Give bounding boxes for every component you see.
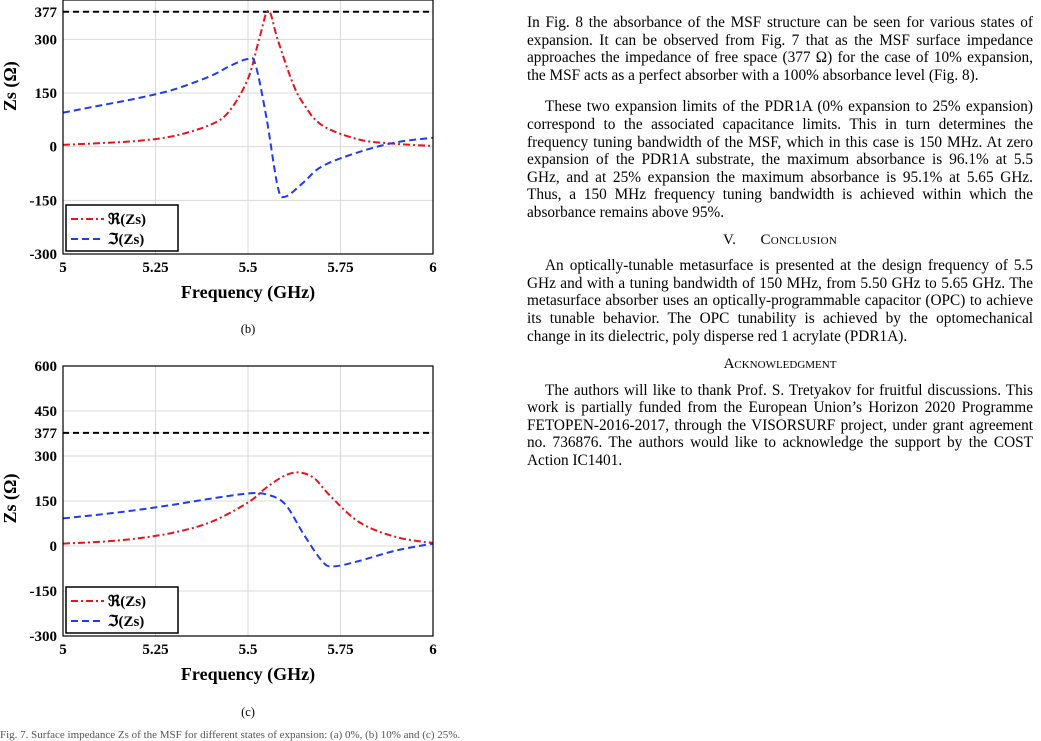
series-line-real	[63, 471, 433, 545]
x-tick-label: 5.5	[239, 642, 258, 658]
series-line-imag	[63, 492, 433, 568]
figure-caption: Fig. 7. Surface impedance Zs of the MSF …	[0, 729, 461, 741]
x-tick-label: 5	[59, 260, 67, 276]
y-tick-label: -150	[30, 584, 58, 600]
section-title: Conclusion	[760, 231, 838, 248]
x-tick-label: 5.25	[142, 260, 168, 276]
section-number: V.	[722, 231, 737, 248]
legend-label: ℑ(Zs)	[107, 232, 144, 248]
x-tick-label: 6	[429, 260, 437, 276]
x-tick-label: 5	[59, 642, 67, 658]
y-tick-label: 150	[35, 494, 58, 510]
y-tick-label: -150	[30, 193, 58, 209]
legend-box	[65, 204, 179, 252]
x-axis-label: Frequency (GHz)	[181, 664, 315, 685]
series-line-real	[63, 9, 433, 147]
series-group	[63, 471, 433, 568]
legend-label: ℜ(Zs)	[108, 594, 146, 610]
x-tick-label: 5.75	[327, 642, 353, 658]
legend: ℜ(Zs) ℑ(Zs)	[65, 204, 179, 252]
series-line-imag	[63, 56, 433, 199]
y-tick-label: 300	[35, 32, 58, 48]
legend-label: ℑ(Zs)	[107, 614, 144, 630]
x-tick-label: 5.5	[239, 260, 258, 276]
x-tick-label: 6	[429, 642, 437, 658]
panel-caption-b: (b)	[240, 322, 256, 336]
paragraph-absorbance: In Fig. 8 the absorbance of the MSF stru…	[527, 14, 1033, 84]
series-group	[63, 9, 433, 199]
legend: ℜ(Zs) ℑ(Zs)	[65, 586, 179, 634]
acknowledgment-heading: Acknowledgment	[723, 356, 837, 373]
plot-frame	[62, 0, 434, 255]
text-column: In Fig. 8 the absorbance of the MSF stru…	[527, 14, 1033, 470]
paragraph-expansion-limits: These two expansion limits of the PDR1A …	[527, 98, 1033, 221]
figure-column: 377 300 150 0 -150 -300 5 5.25 5.5 5.75 6 Frequency…	[0, 0, 470, 741]
y-tick-label: -300	[30, 247, 58, 263]
y-tick-label: 0	[50, 539, 58, 555]
y-axis-label: Zs (Ω)	[0, 474, 21, 524]
y-tick-label: 450	[35, 404, 58, 420]
x-tick-label: 5.75	[327, 260, 353, 276]
y-tick-label: -300	[30, 629, 58, 645]
x-tick-label: 5.25	[142, 642, 168, 658]
x-axis-label: Frequency (GHz)	[181, 282, 315, 303]
y-tick-label: 600	[35, 359, 58, 375]
panel-caption-c: (c)	[241, 705, 255, 719]
paragraph-acknowledgment: The authors will like to thank Prof. S. …	[527, 381, 1033, 470]
y-tick-label: 150	[35, 86, 58, 102]
y-tick-label: 377	[35, 5, 58, 21]
legend-label: ℜ(Zs)	[108, 212, 146, 228]
y-axis-label: Zs (Ω)	[0, 61, 21, 111]
y-tick-label: 377	[35, 426, 58, 442]
y-tick-label: 300	[35, 449, 58, 465]
legend-box	[65, 586, 179, 634]
paragraph-conclusion: An optically-tunable metasurface is pres…	[527, 257, 1033, 345]
plot-frame	[62, 365, 434, 637]
section-heading: V. Conclusion	[527, 232, 1033, 250]
y-tick-label: 0	[50, 140, 58, 156]
